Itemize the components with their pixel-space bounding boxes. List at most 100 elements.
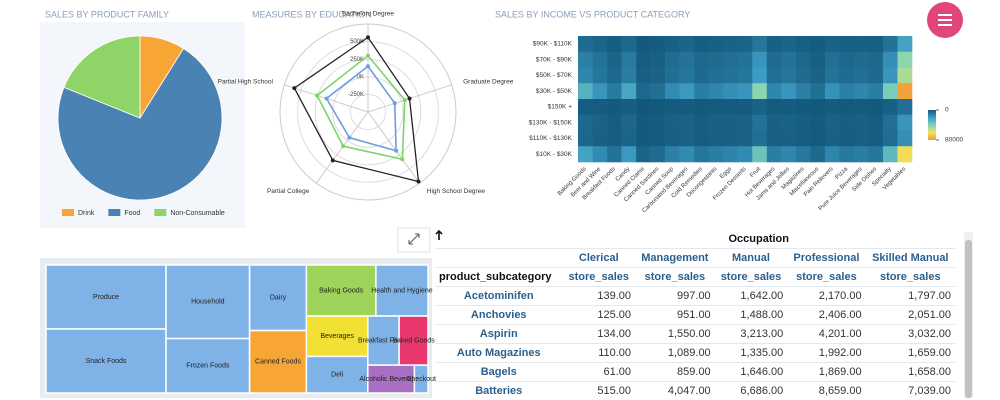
radar-point	[324, 96, 329, 101]
r-tick-label: -250K	[348, 92, 364, 98]
heat-cell	[665, 130, 680, 147]
heat-cell	[592, 146, 608, 163]
legend-label: Drink	[78, 210, 95, 217]
heat-cell	[868, 36, 884, 53]
heat-cell	[650, 130, 666, 147]
heat-cell	[621, 146, 637, 163]
sort-arrow[interactable]	[435, 230, 443, 240]
heat-cell	[578, 83, 593, 100]
measure-header: store_sales	[787, 267, 866, 287]
axis-label: Partial High School	[218, 78, 274, 85]
heat-cell	[853, 83, 869, 100]
radar-point	[366, 64, 370, 69]
table-cell: 3,213.00	[714, 324, 788, 344]
heat-cell	[766, 99, 782, 116]
heat-cell	[839, 130, 855, 147]
heat-cell	[781, 67, 797, 84]
heat-cell	[679, 130, 695, 147]
treemap-cell	[305, 315, 369, 358]
heat-cell	[592, 130, 608, 147]
axis-label: High School Degree	[427, 188, 486, 195]
heat-cell	[723, 130, 739, 147]
table-cell: 1,659.00	[865, 343, 955, 363]
heat-cell	[665, 67, 680, 84]
heat-cell	[882, 51, 898, 68]
heat-cell	[636, 83, 651, 100]
table-cell: 7,039.00	[865, 381, 955, 400]
heat-cell	[679, 36, 695, 53]
heat-cell	[665, 146, 680, 163]
heat-cell	[752, 67, 768, 84]
spoke	[367, 111, 421, 184]
heat-cell	[897, 130, 913, 147]
legend-swatch	[108, 209, 121, 216]
heat-cell	[897, 36, 913, 53]
heat-cell	[766, 130, 782, 147]
row-label: Bagels	[435, 362, 563, 382]
treemap-label: Alcoholic Beverages	[359, 376, 423, 383]
table-cell: 61.00	[562, 362, 636, 382]
heat-cell	[839, 67, 855, 84]
treemap-cell	[398, 315, 429, 366]
heat-cell	[621, 67, 637, 84]
treemap-label: Deli	[331, 372, 344, 379]
heat-cell	[839, 51, 855, 68]
colorbar-label: 80000	[945, 137, 963, 144]
radar-point	[416, 179, 421, 184]
treemap-label: Beverages	[320, 333, 354, 340]
heat-cell	[665, 83, 680, 100]
heat-cell	[592, 36, 608, 53]
heat-cell	[839, 83, 855, 100]
expand-button[interactable]	[397, 227, 431, 253]
row-label: Aspirin	[435, 324, 563, 344]
heat-cell	[766, 51, 782, 68]
heat-cell	[795, 67, 811, 84]
treemap-label: Household	[191, 299, 225, 306]
heat-cell	[882, 67, 898, 84]
legend-swatch	[154, 209, 167, 216]
heat-cell	[636, 114, 651, 131]
heat-cell	[665, 114, 680, 131]
heat-cell	[853, 114, 869, 131]
radar-line	[293, 36, 420, 183]
radar-point	[392, 101, 397, 106]
heat-cell	[636, 36, 651, 53]
radar-point	[341, 144, 346, 149]
heat-cell	[723, 99, 739, 116]
table-row: Acetominifen 139.00 997.00 1,642.00 2,170.00…	[435, 286, 955, 306]
chart-title: SALES BY PRODUCT FAMILY	[45, 9, 169, 19]
scrollbar-thumb[interactable]	[965, 240, 972, 398]
heat-cell	[679, 99, 695, 116]
heat-cell	[853, 51, 869, 68]
radar-point	[400, 157, 405, 162]
table-cell: 2,170.00	[787, 286, 866, 306]
heat-cell	[679, 67, 695, 84]
heat-cell	[824, 67, 840, 84]
header-row: Clerical Management Manual Professional Skil…	[435, 248, 955, 268]
heat-cell	[723, 83, 739, 100]
column-header: Clerical	[562, 248, 636, 268]
heat-cell	[868, 130, 884, 147]
table-cell: 951.00	[635, 305, 715, 325]
heat-cell	[665, 36, 680, 53]
radar-line	[325, 65, 397, 152]
heat-cell	[737, 130, 753, 147]
heat-cell	[853, 36, 869, 53]
radar-point	[315, 93, 320, 98]
treemap-label: Baked Goods	[392, 337, 435, 344]
heat-cell	[708, 67, 724, 84]
heat-cell	[636, 67, 651, 84]
heat-cell	[636, 99, 651, 116]
table-row: Batteries 515.00 4,047.00 6,686.00 8,659.00 7…	[435, 381, 955, 400]
heat-cell	[766, 146, 782, 163]
heat-cell	[795, 83, 811, 100]
table-cell: 2,051.00	[865, 305, 955, 325]
heat-cell	[578, 146, 593, 163]
heat-cell	[607, 99, 622, 116]
heat-cell	[650, 146, 666, 163]
heat-cell	[752, 99, 768, 116]
heat-cell	[752, 51, 768, 68]
heat-cell	[621, 51, 637, 68]
heat-cell	[665, 51, 680, 68]
menu-icon	[938, 14, 952, 26]
